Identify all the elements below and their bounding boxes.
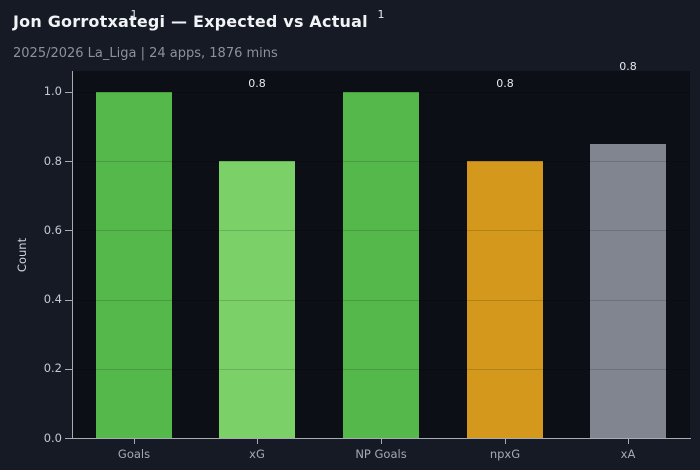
y-axis-spine xyxy=(72,71,73,439)
chart-subtitle: 2025/2026 La_Liga | 24 apps, 1876 mins xyxy=(13,46,278,61)
y-tick-mark xyxy=(65,369,72,370)
bar-xa xyxy=(590,144,666,438)
bar-xg xyxy=(219,161,295,438)
bar-npxg xyxy=(467,161,543,438)
bar-goals xyxy=(96,92,172,438)
bar-value-label-goals: 1 xyxy=(130,8,138,21)
bar-value-label-npxg: 0.8 xyxy=(496,77,514,90)
x-tick-mark xyxy=(628,439,629,444)
gridline xyxy=(72,369,690,370)
y-tick-label: 0.4 xyxy=(43,292,62,306)
bar-value-label-np-goals: 1 xyxy=(377,8,385,21)
x-tick-label-np-goals: NP Goals xyxy=(355,447,407,461)
x-tick-label-npxg: npxG xyxy=(489,447,521,461)
y-tick-label: 0.8 xyxy=(43,154,62,168)
x-tick-mark xyxy=(257,439,258,444)
x-tick-mark xyxy=(505,439,506,444)
y-tick-mark xyxy=(65,161,72,162)
gridline xyxy=(72,300,690,301)
gridline xyxy=(72,230,690,231)
x-tick-mark xyxy=(381,439,382,444)
y-tick-mark xyxy=(65,300,72,301)
gridline xyxy=(72,92,690,93)
x-axis-spine xyxy=(72,438,691,439)
y-tick-mark xyxy=(65,92,72,93)
y-axis-label: Count xyxy=(15,237,29,273)
y-tick-label: 1.0 xyxy=(43,84,62,98)
chart-title: Jon Gorrotxategi — Expected vs Actual xyxy=(13,12,368,31)
x-tick-label-xa: xA xyxy=(620,447,636,461)
bar-value-label-xg: 0.8 xyxy=(248,77,266,90)
y-tick-label: 0.0 xyxy=(43,431,62,445)
bar-value-label-xa: 0.8 xyxy=(619,60,637,73)
y-tick-label: 0.2 xyxy=(43,361,62,375)
bar-np-goals xyxy=(343,92,419,438)
x-tick-mark xyxy=(134,439,135,444)
y-tick-label: 0.6 xyxy=(43,223,62,237)
x-tick-label-xg: xG xyxy=(249,447,265,461)
y-tick-mark xyxy=(65,438,72,439)
y-tick-mark xyxy=(65,230,72,231)
gridline xyxy=(72,161,690,162)
x-tick-label-goals: Goals xyxy=(117,447,151,461)
